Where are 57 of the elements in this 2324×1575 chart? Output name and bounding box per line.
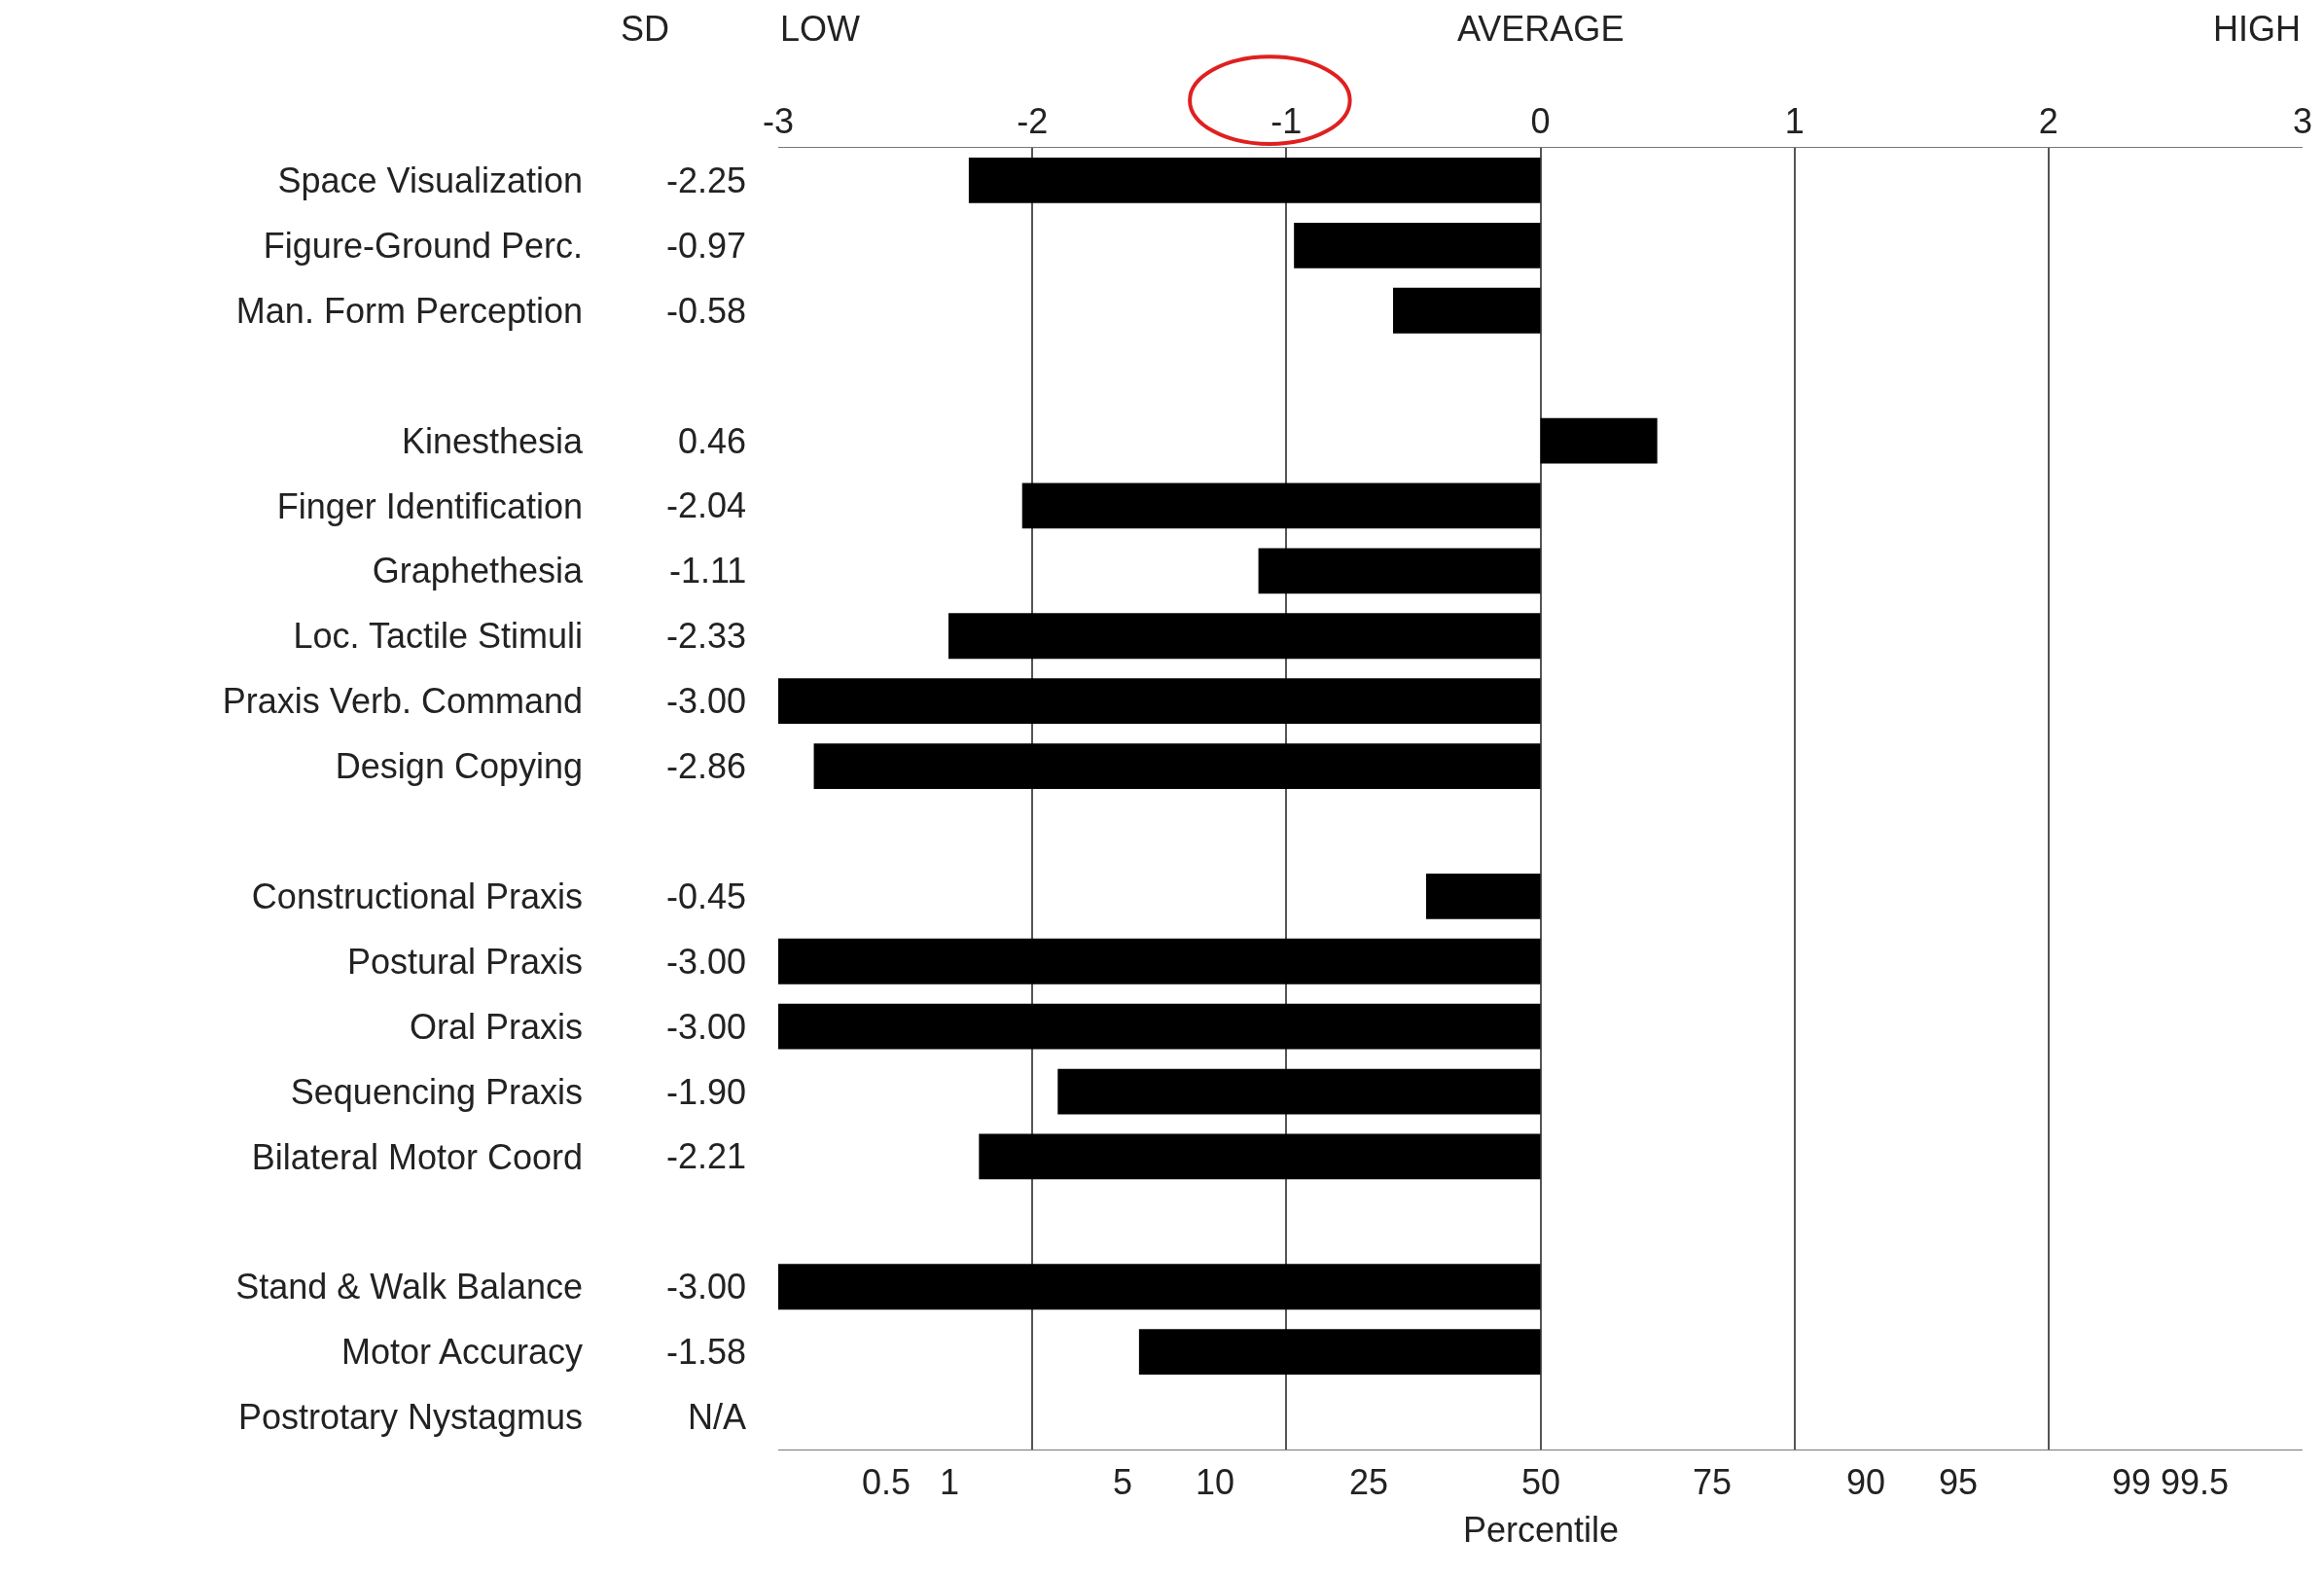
data-label: -2.25 [666,161,747,200]
y-tick-label: Kinesthesia [401,420,584,461]
y-tick-label: Graphethesia [372,551,584,591]
data-label: -1.90 [666,1072,747,1112]
y-tick-label: Design Copying [335,746,583,787]
y-tick-label: Loc. Tactile Stimuli [293,616,583,657]
data-label: -0.97 [666,226,747,266]
text: 99.5 [2161,1462,2230,1502]
y-tick-label: Postural Praxis [346,941,583,982]
text: 25 [1349,1462,1389,1502]
text: 90 [1846,1462,1886,1502]
text: 1 [940,1462,960,1502]
data-label: -3.00 [666,681,747,721]
text: SD [621,9,670,49]
text: AVERAGE [1457,9,1625,49]
y-tick-label: Finger Identification [276,485,583,526]
data-label: -2.21 [666,1136,747,1176]
data-label: -3.00 [666,942,747,982]
data-label: -3.00 [666,1267,747,1307]
text: LOW [780,9,861,49]
data-label: -2.04 [666,485,747,525]
x-tick-label: -3 [762,100,795,141]
x-tick-label: 2 [2038,100,2058,141]
y-tick-label: Constructional Praxis [251,876,583,916]
y-tick-label: Motor Accuracy [340,1332,583,1373]
x-tick-label: 3 [2292,100,2313,141]
data-label: -2.86 [666,746,747,786]
data-label: -0.45 [666,877,747,916]
y-tick-label: Sequencing Praxis [290,1071,583,1112]
x-axis-title: Percentile [1463,1510,1620,1550]
y-tick-label: Figure-Ground Perc. [263,225,583,266]
data-label: -3.00 [666,1007,747,1047]
text: 95 [1939,1462,1979,1502]
text: 5 [1113,1462,1133,1502]
x-tick-label: -2 [1017,100,1049,141]
data-label: 0.46 [678,421,747,461]
data-label: -2.33 [666,616,747,656]
data-label: -1.58 [666,1332,747,1372]
y-tick-label: Man. Form Perception [235,290,583,331]
text: 10 [1196,1462,1235,1502]
y-tick-label: Stand & Walk Balance [235,1267,583,1307]
text: N/A [688,1397,747,1437]
text: HIGH [2213,9,2301,49]
x-tick-label: -1 [1270,100,1303,141]
y-tick-label: Postrotary Nystagmus [237,1397,583,1438]
data-label: -1.11 [669,551,747,591]
y-tick-label: Space Visualization [277,161,583,201]
text: 75 [1693,1462,1733,1502]
y-tick-label: Bilateral Motor Coord [251,1136,583,1177]
text: 50 [1521,1462,1561,1502]
y-tick-label: Praxis Verb. Command [222,681,583,722]
y-tick-label: Oral Praxis [409,1006,583,1047]
text: 99 [2112,1462,2152,1502]
text: 0.5 [862,1462,912,1502]
x-tick-label: 1 [1784,100,1805,141]
x-tick-label: 0 [1530,100,1551,141]
data-label: -0.58 [666,291,747,331]
